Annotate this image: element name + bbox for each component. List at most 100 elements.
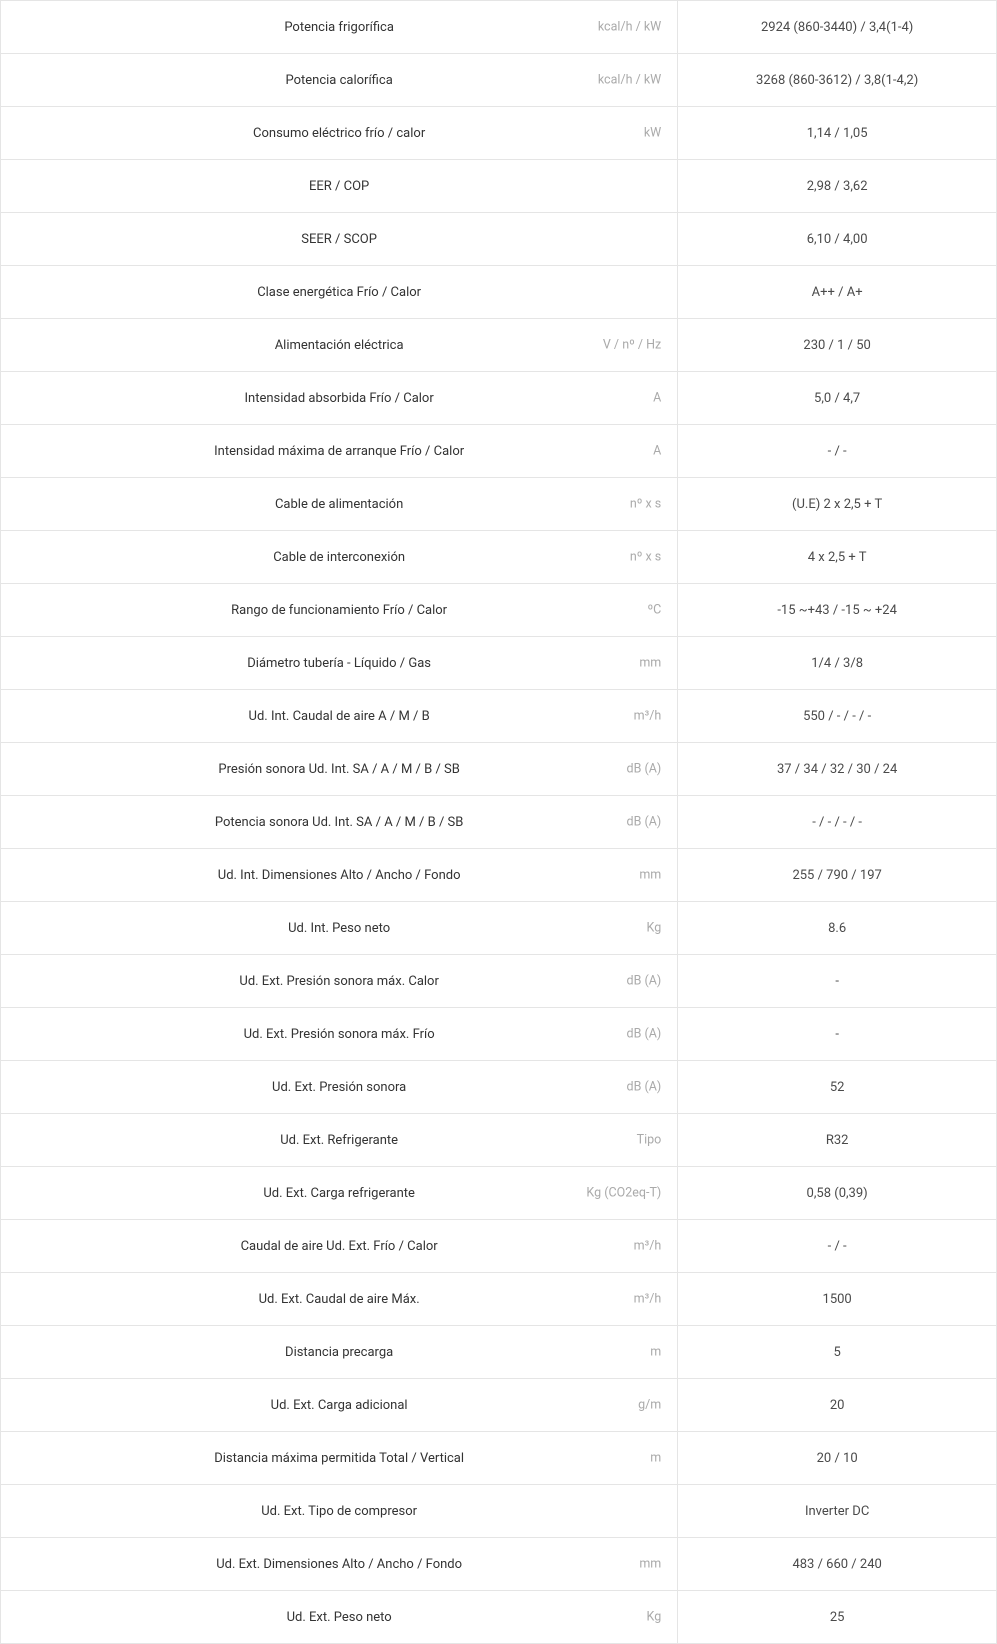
spec-value-cell: -15 ~+43 / -15 ~ +24 bbox=[678, 584, 997, 637]
spec-label-cell: Diámetro tubería - Líquido / Gasmm bbox=[1, 637, 678, 690]
table-row: Cable de alimentaciónnº x s(U.E) 2 x 2,5… bbox=[1, 478, 997, 531]
table-row: Clase energética Frío / Calor A++ / A+ bbox=[1, 266, 997, 319]
spec-value-cell: A++ / A+ bbox=[678, 266, 997, 319]
spec-unit: m³/h bbox=[634, 1292, 662, 1307]
spec-value-cell: 20 / 10 bbox=[678, 1432, 997, 1485]
table-row: SEER / SCOP 6,10 / 4,00 bbox=[1, 213, 997, 266]
spec-label-cell: Ud. Ext. Carga refrigeranteKg (CO2eq-T) bbox=[1, 1167, 678, 1220]
spec-value-cell: 6,10 / 4,00 bbox=[678, 213, 997, 266]
spec-label-cell: Cable de alimentaciónnº x s bbox=[1, 478, 678, 531]
spec-label: Alimentación eléctrica bbox=[13, 338, 665, 353]
spec-value-cell: 483 / 660 / 240 bbox=[678, 1538, 997, 1591]
table-row: Ud. Ext. Carga refrigeranteKg (CO2eq-T)0… bbox=[1, 1167, 997, 1220]
spec-label: Ud. Ext. Presión sonora bbox=[13, 1080, 665, 1095]
spec-value-cell: R32 bbox=[678, 1114, 997, 1167]
spec-value-cell: 37 / 34 / 32 / 30 / 24 bbox=[678, 743, 997, 796]
spec-label-cell: Ud. Int. Peso netoKg bbox=[1, 902, 678, 955]
spec-label: Ud. Ext. Carga refrigerante bbox=[13, 1186, 665, 1201]
spec-unit: A bbox=[653, 444, 661, 459]
spec-value-cell: 0,58 (0,39) bbox=[678, 1167, 997, 1220]
spec-label: Potencia sonora Ud. Int. SA / A / M / B … bbox=[13, 815, 665, 830]
spec-value-cell: 2924 (860-3440) / 3,4(1-4) bbox=[678, 1, 997, 54]
spec-unit: nº x s bbox=[630, 550, 661, 565]
spec-label-cell: Clase energética Frío / Calor bbox=[1, 266, 678, 319]
spec-unit: dB (A) bbox=[627, 1027, 662, 1042]
table-row: Caudal de aire Ud. Ext. Frío / Calorm³/h… bbox=[1, 1220, 997, 1273]
spec-label: Ud. Ext. Tipo de compresor bbox=[13, 1504, 665, 1519]
spec-unit: A bbox=[653, 391, 661, 406]
spec-unit: m bbox=[650, 1451, 661, 1466]
table-row: Ud. Ext. Presión sonora máx. CalordB (A)… bbox=[1, 955, 997, 1008]
spec-label: Rango de funcionamiento Frío / Calor bbox=[13, 603, 665, 618]
table-row: EER / COP2,98 / 3,62 bbox=[1, 160, 997, 213]
spec-value-cell: 4 x 2,5 + T bbox=[678, 531, 997, 584]
spec-unit: Kg bbox=[647, 921, 662, 936]
spec-value-cell: 5,0 / 4,7 bbox=[678, 372, 997, 425]
table-row: Potencia caloríficakcal/h / kW3268 (860-… bbox=[1, 54, 997, 107]
spec-label-cell: Potencia caloríficakcal/h / kW bbox=[1, 54, 678, 107]
table-row: Rango de funcionamiento Frío / CalorºC-1… bbox=[1, 584, 997, 637]
spec-label: Clase energética Frío / Calor bbox=[13, 285, 665, 300]
table-row: Ud. Ext. Carga adicionalg/m20 bbox=[1, 1379, 997, 1432]
table-row: Distancia precargam5 bbox=[1, 1326, 997, 1379]
table-row: Intensidad absorbida Frío / CalorA5,0 / … bbox=[1, 372, 997, 425]
spec-unit: nº x s bbox=[630, 497, 661, 512]
spec-label-cell: Ud. Ext. Presión sonora máx. FríodB (A) bbox=[1, 1008, 678, 1061]
spec-label: Intensidad absorbida Frío / Calor bbox=[13, 391, 665, 406]
spec-unit: Kg (CO2eq-T) bbox=[586, 1186, 661, 1201]
spec-unit: m bbox=[650, 1345, 661, 1360]
table-row: Potencia sonora Ud. Int. SA / A / M / B … bbox=[1, 796, 997, 849]
spec-unit: kcal/h / kW bbox=[598, 20, 661, 35]
spec-value-cell: (U.E) 2 x 2,5 + T bbox=[678, 478, 997, 531]
spec-label-cell: Ud. Ext. RefrigeranteTipo bbox=[1, 1114, 678, 1167]
spec-label-cell: Consumo eléctrico frío / calorkW bbox=[1, 107, 678, 160]
spec-label-cell: Ud. Ext. Peso netoKg bbox=[1, 1591, 678, 1644]
spec-label-cell: Intensidad máxima de arranque Frío / Cal… bbox=[1, 425, 678, 478]
table-row: Ud. Int. Peso netoKg8.6 bbox=[1, 902, 997, 955]
table-row: Presión sonora Ud. Int. SA / A / M / B /… bbox=[1, 743, 997, 796]
spec-label-cell: Intensidad absorbida Frío / CalorA bbox=[1, 372, 678, 425]
spec-value-cell: Inverter DC bbox=[678, 1485, 997, 1538]
spec-label-cell: Ud. Ext. Presión sonoradB (A) bbox=[1, 1061, 678, 1114]
spec-value-cell: 25 bbox=[678, 1591, 997, 1644]
spec-unit: m³/h bbox=[634, 709, 662, 724]
spec-value-cell: - / - bbox=[678, 425, 997, 478]
spec-label: Ud. Int. Dimensiones Alto / Ancho / Fond… bbox=[13, 868, 665, 883]
spec-value-cell: 3268 (860-3612) / 3,8(1-4,2) bbox=[678, 54, 997, 107]
spec-label: Ud. Ext. Presión sonora máx. Frío bbox=[13, 1027, 665, 1042]
spec-value-cell: 20 bbox=[678, 1379, 997, 1432]
spec-label: Diámetro tubería - Líquido / Gas bbox=[13, 656, 665, 671]
spec-value-cell: 1/4 / 3/8 bbox=[678, 637, 997, 690]
table-row: Distancia máxima permitida Total / Verti… bbox=[1, 1432, 997, 1485]
spec-label: Ud. Ext. Presión sonora máx. Calor bbox=[13, 974, 665, 989]
spec-label-cell: Ud. Int. Caudal de aire A / M / Bm³/h bbox=[1, 690, 678, 743]
spec-label: Intensidad máxima de arranque Frío / Cal… bbox=[13, 444, 665, 459]
spec-unit: dB (A) bbox=[627, 1080, 662, 1095]
spec-label: Ud. Ext. Caudal de aire Máx. bbox=[13, 1292, 665, 1307]
spec-label: Ud. Ext. Carga adicional bbox=[13, 1398, 665, 1413]
spec-unit: mm bbox=[639, 1557, 661, 1572]
table-row: Ud. Int. Dimensiones Alto / Ancho / Fond… bbox=[1, 849, 997, 902]
spec-unit: V / nº / Hz bbox=[603, 338, 661, 353]
specifications-tbody: Potencia frigoríficakcal/h / kW 2924 (860… bbox=[1, 1, 997, 1644]
table-row: Diámetro tubería - Líquido / Gasmm1/4 / … bbox=[1, 637, 997, 690]
spec-label: Ud. Ext. Dimensiones Alto / Ancho / Fond… bbox=[13, 1557, 665, 1572]
spec-label-cell: Cable de interconexiónnº x s bbox=[1, 531, 678, 584]
spec-label-cell: Rango de funcionamiento Frío / CalorºC bbox=[1, 584, 678, 637]
spec-value-cell: - / - / - / - bbox=[678, 796, 997, 849]
spec-value-cell: 1500 bbox=[678, 1273, 997, 1326]
spec-label: Consumo eléctrico frío / calor bbox=[13, 126, 665, 141]
table-row: Alimentación eléctricaV / nº / Hz230 / 1… bbox=[1, 319, 997, 372]
spec-label: Potencia calorífica bbox=[13, 73, 665, 88]
spec-label-cell: Distancia precargam bbox=[1, 1326, 678, 1379]
spec-unit: dB (A) bbox=[627, 974, 662, 989]
spec-label: Potencia frigorífica bbox=[13, 20, 665, 35]
spec-label: SEER / SCOP bbox=[13, 232, 665, 247]
spec-value-cell: 550 / - / - / - bbox=[678, 690, 997, 743]
spec-unit: kW bbox=[644, 126, 661, 141]
table-row: Ud. Int. Caudal de aire A / M / Bm³/h550… bbox=[1, 690, 997, 743]
table-row: Ud. Ext. Presión sonoradB (A)52 bbox=[1, 1061, 997, 1114]
spec-label-cell: Alimentación eléctricaV / nº / Hz bbox=[1, 319, 678, 372]
spec-label: Ud. Ext. Peso neto bbox=[13, 1610, 665, 1625]
spec-unit: mm bbox=[639, 868, 661, 883]
